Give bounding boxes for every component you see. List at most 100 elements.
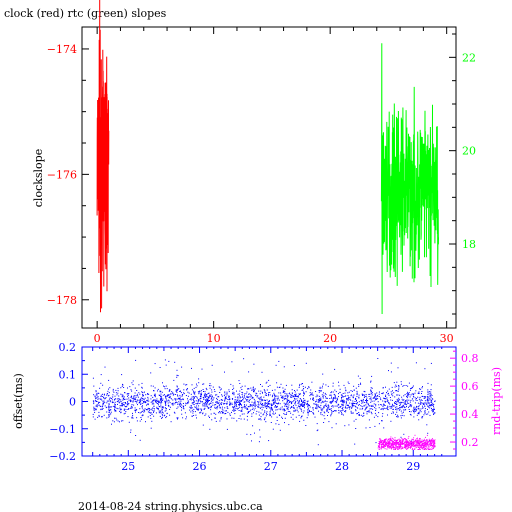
data-point xyxy=(196,396,198,398)
data-point xyxy=(322,395,324,397)
data-point xyxy=(430,442,432,444)
data-point xyxy=(209,428,211,430)
data-point xyxy=(159,401,161,403)
data-point xyxy=(246,396,248,398)
data-point xyxy=(395,448,397,449)
data-point xyxy=(331,391,332,393)
data-point xyxy=(434,408,435,410)
data-point xyxy=(425,396,427,398)
data-point xyxy=(102,405,104,407)
data-point xyxy=(219,407,221,409)
data-point xyxy=(271,416,273,418)
data-point xyxy=(281,416,283,418)
data-point xyxy=(429,440,431,442)
data-point xyxy=(276,420,278,421)
data-point xyxy=(424,440,426,442)
data-point xyxy=(147,403,149,405)
data-point xyxy=(208,415,210,417)
data-point xyxy=(170,393,172,395)
data-point xyxy=(281,406,283,408)
data-point xyxy=(378,443,380,445)
data-point xyxy=(305,425,307,426)
data-point xyxy=(136,390,138,391)
data-point xyxy=(271,409,273,411)
data-point xyxy=(419,447,421,449)
data-point xyxy=(111,401,113,403)
data-point xyxy=(332,385,334,387)
data-point xyxy=(126,409,128,410)
data-point xyxy=(233,409,235,411)
data-point xyxy=(369,405,371,407)
data-point xyxy=(406,448,408,450)
data-point xyxy=(157,403,158,405)
data-point xyxy=(165,396,166,398)
data-point xyxy=(265,421,267,423)
data-point xyxy=(101,416,102,418)
data-point xyxy=(384,448,386,450)
data-point xyxy=(386,407,388,409)
data-point xyxy=(93,409,95,411)
data-point xyxy=(164,407,166,409)
data-point xyxy=(282,417,283,419)
data-point xyxy=(153,410,155,412)
data-point xyxy=(191,396,193,398)
data-point xyxy=(258,441,260,443)
data-point xyxy=(279,386,281,388)
data-point xyxy=(239,404,241,405)
data-point xyxy=(196,405,198,407)
data-point xyxy=(352,402,354,404)
data-point xyxy=(342,400,343,402)
data-point xyxy=(384,443,386,445)
data-point xyxy=(377,398,379,400)
data-point xyxy=(135,435,137,436)
data-point xyxy=(335,410,336,412)
data-point xyxy=(199,398,201,400)
data-point xyxy=(261,400,263,402)
data-point xyxy=(356,403,358,405)
data-point xyxy=(310,398,311,400)
data-point xyxy=(358,404,360,406)
data-point xyxy=(224,393,226,395)
data-point xyxy=(186,403,188,405)
data-point xyxy=(192,412,194,414)
data-point xyxy=(177,394,178,396)
data-point xyxy=(121,374,123,376)
data-point xyxy=(276,409,278,411)
data-point xyxy=(369,411,371,413)
data-point xyxy=(200,393,201,395)
data-point xyxy=(421,400,423,401)
data-point xyxy=(351,404,353,406)
data-point xyxy=(393,405,394,407)
data-point xyxy=(98,392,100,394)
data-point xyxy=(409,411,410,412)
data-point xyxy=(427,391,429,393)
data-point xyxy=(302,412,304,414)
data-point xyxy=(156,407,158,409)
data-point xyxy=(197,408,199,410)
data-point xyxy=(179,396,181,398)
data-point xyxy=(307,407,309,409)
data-point xyxy=(108,406,110,408)
data-point xyxy=(127,404,129,406)
data-point xyxy=(95,390,97,392)
data-point xyxy=(407,437,409,439)
data-point xyxy=(257,397,259,399)
data-point xyxy=(353,420,355,422)
data-point xyxy=(356,413,358,414)
data-point xyxy=(298,386,300,388)
data-point xyxy=(214,417,216,419)
data-point xyxy=(309,395,311,397)
data-point xyxy=(288,406,290,408)
data-point xyxy=(383,397,385,399)
data-point xyxy=(164,400,166,402)
data-point xyxy=(97,402,99,404)
data-point xyxy=(114,398,116,400)
data-point xyxy=(198,393,200,395)
data-point xyxy=(332,398,334,400)
data-point xyxy=(116,419,118,421)
data-point xyxy=(224,400,226,402)
data-point xyxy=(170,393,171,395)
data-point xyxy=(260,398,262,400)
data-point xyxy=(389,442,391,444)
data-point xyxy=(395,445,397,447)
